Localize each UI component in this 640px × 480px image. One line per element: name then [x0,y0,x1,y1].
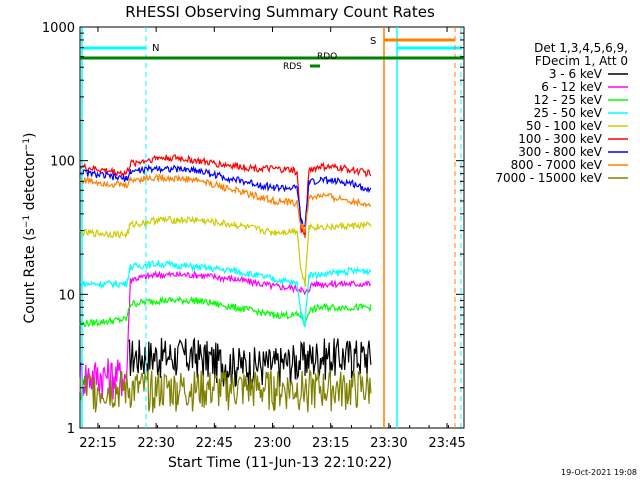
plot-frame [79,26,465,429]
y-axis-label-end: ) [22,133,38,138]
y-axis-label: Count Rate (s−1 detector−1) [22,133,38,324]
x-tick-label-5: 23:30 [370,436,407,451]
legend-label-8: 7000 - 15000 keV [495,171,602,185]
y-axis: 1 10 100 1000 [42,21,464,437]
legend-label-1: 6 - 12 keV [541,80,603,94]
series-line-8 [79,368,372,413]
rds-flag-label: RDS [283,62,302,72]
series-line-6 [79,163,372,227]
series-line-7 [79,173,372,234]
series-line-4 [79,215,372,288]
series-line-2 [79,295,372,328]
legend-label-0: 3 - 6 keV [549,67,603,81]
x-tick-label-1: 22:30 [137,436,174,451]
y-axis-label-mid: detector [22,151,38,215]
y-axis-label-main: Count Rate (s [22,228,38,323]
legend-header-line-1: Det 1,3,4,5,6,9, [534,41,628,55]
y-axis-label-sup2: −1 [22,138,32,151]
series-layer [79,153,372,413]
y-tick-label-0: 1 [67,422,75,437]
series-line-3 [79,259,372,328]
y-axis-label-sup1: −1 [22,215,32,228]
generation-timestamp: 19-Oct-2021 19:08 [561,468,637,477]
x-tick-label-6: 23:45 [428,436,465,451]
y-tick-label-3: 1000 [42,21,75,36]
chart-title: RHESSI Observing Summary Count Rates [125,3,435,21]
x-tick-label-3: 23:00 [254,436,291,451]
legend-label-3: 25 - 50 keV [534,106,603,120]
y-tick-label-2: 100 [50,155,75,170]
legend-header-line-2: FDecim 1, Att 0 [535,54,628,68]
rdo-flag-label: RDO [317,52,337,62]
y-tick-label-1: 10 [58,288,75,303]
night-flag-label: N [152,43,159,54]
x-tick-label-4: 23:15 [312,436,349,451]
x-axis: 22:15 22:30 22:45 23:00 23:15 23:30 23:45 [79,27,466,451]
legend-label-2: 12 - 25 keV [534,93,603,107]
legend-label-5: 100 - 300 keV [518,132,602,146]
saa-flag-label: S [370,36,376,47]
flag-layer: N S RDO RDS [80,27,464,428]
x-tick-label-2: 22:45 [196,436,233,451]
series-line-5 [79,153,372,238]
legend-label-6: 300 - 800 keV [518,145,602,159]
x-axis-label: Start Time (11-Jun-13 22:10:22) [168,455,392,471]
legend-label-4: 50 - 100 keV [526,119,603,133]
x-tick-label-0: 22:15 [79,436,116,451]
series-line-1 [79,269,372,400]
legend-label-7: 800 - 7000 keV [511,158,603,172]
